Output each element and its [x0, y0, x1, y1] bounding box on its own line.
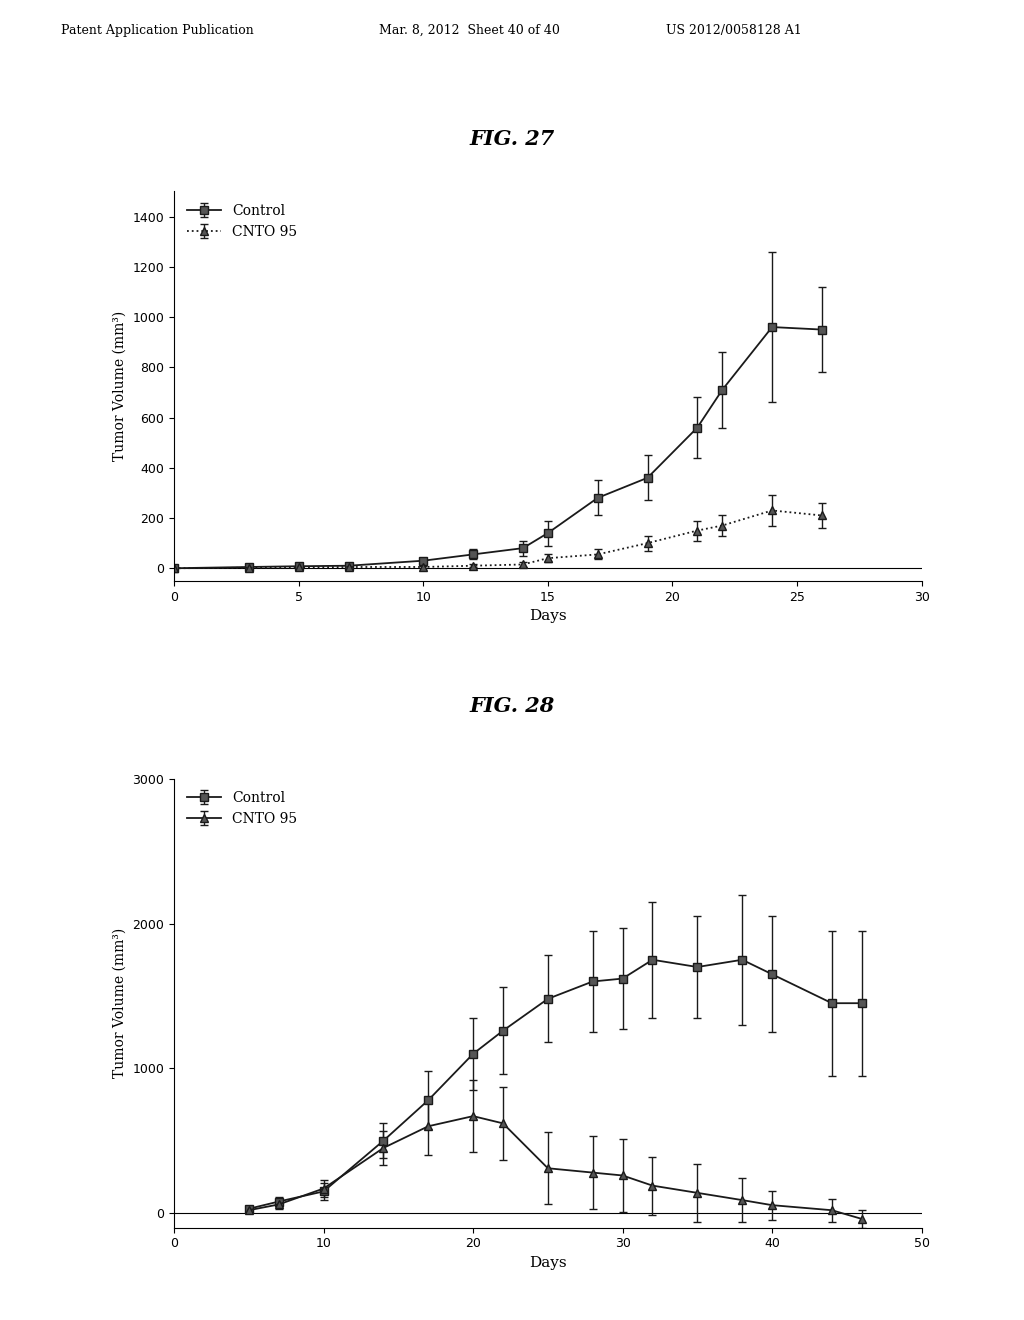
Text: Mar. 8, 2012  Sheet 40 of 40: Mar. 8, 2012 Sheet 40 of 40: [379, 24, 560, 37]
X-axis label: Days: Days: [529, 1255, 566, 1270]
Text: FIG. 27: FIG. 27: [469, 128, 555, 149]
Text: US 2012/0058128 A1: US 2012/0058128 A1: [666, 24, 802, 37]
Text: FIG. 28: FIG. 28: [469, 696, 555, 717]
Y-axis label: Tumor Volume (mm³): Tumor Volume (mm³): [113, 928, 127, 1078]
X-axis label: Days: Days: [529, 609, 566, 623]
Y-axis label: Tumor Volume (mm³): Tumor Volume (mm³): [113, 312, 127, 461]
Legend: Control, CNTO 95: Control, CNTO 95: [181, 785, 303, 832]
Legend: Control, CNTO 95: Control, CNTO 95: [181, 198, 303, 244]
Text: Patent Application Publication: Patent Application Publication: [61, 24, 254, 37]
